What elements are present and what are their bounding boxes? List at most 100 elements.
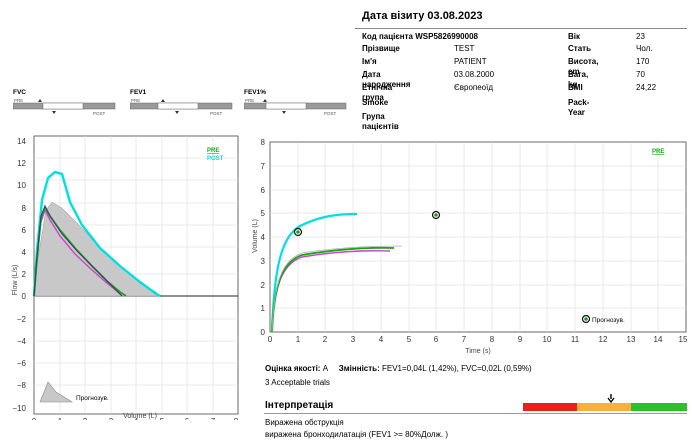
info-label-height: Висота, cm: [568, 57, 599, 76]
svg-text:7: 7: [261, 162, 266, 171]
info-value-height: 170: [636, 57, 650, 66]
svg-text:0: 0: [268, 335, 273, 344]
svg-text:12: 12: [17, 159, 26, 168]
vt-curve-grey: [271, 245, 403, 333]
svg-text:6: 6: [22, 226, 27, 235]
svg-text:3: 3: [109, 417, 114, 420]
interpretation-divider: [264, 413, 687, 414]
acceptable-trials: 3 Acceptable trials: [265, 378, 330, 387]
mini-bar-fvc-graphic: [13, 99, 116, 114]
flow-legend-post: POST: [207, 156, 224, 162]
info-value-ethnic: Європеоїд: [454, 83, 494, 92]
scale-segment-good: [631, 403, 687, 411]
svg-text:14: 14: [654, 335, 663, 344]
svg-text:2: 2: [261, 281, 266, 290]
mini-bar-fev1-percent-graphic: [244, 99, 347, 114]
svg-text:−6: −6: [17, 359, 27, 368]
vt-y-label: Volume (L): [252, 219, 259, 253]
info-label-name: Ім'я: [362, 57, 377, 66]
svg-text:1: 1: [58, 417, 63, 420]
svg-text:10: 10: [17, 181, 26, 190]
svg-text:5: 5: [261, 209, 266, 218]
flow-x-label: Volume (L): [123, 413, 157, 420]
svg-text:5: 5: [407, 335, 412, 344]
info-label-surname: Прізвище: [362, 44, 400, 53]
scale-segment-bad: [523, 403, 577, 411]
info-label-patient-group: Група пацієнтів: [362, 112, 399, 131]
mini-bar-fvc: FVC PRE POST: [13, 89, 117, 121]
interpretation-title: Інтерпретація: [265, 400, 334, 411]
vt-x-label: Time (s): [465, 348, 490, 355]
predicted-legend-thumbnail: [39, 381, 74, 403]
info-label-pack-year: Pack-Year: [568, 98, 590, 117]
svg-text:7: 7: [462, 335, 467, 344]
scale-pointer-icon: [607, 394, 615, 404]
svg-text:−8: −8: [17, 381, 27, 390]
svg-text:2: 2: [83, 417, 88, 420]
info-value-sex: Чол.: [636, 44, 653, 53]
info-value-bmi: 24,22: [636, 83, 657, 92]
quality-line: Оцінка якості: A Змінність: FEV1=0,04L (…: [265, 364, 532, 373]
svg-text:−2: −2: [17, 315, 27, 324]
info-label-bmi: BMI: [568, 83, 583, 92]
svg-text:15: 15: [679, 335, 688, 344]
vt-predicted-label: Прогнозув.: [592, 317, 625, 324]
flow-curve-dark: [33, 204, 123, 297]
svg-text:2: 2: [323, 335, 328, 344]
info-value-weight: 70: [636, 70, 645, 79]
flow-y-label: Flow (L/s): [12, 265, 19, 296]
quality-label: Оцінка якості:: [265, 364, 321, 373]
info-row-code: Код пацієнта WSP5826990008: [362, 32, 478, 41]
vt-curve-pre: [270, 212, 358, 333]
svg-text:2: 2: [22, 270, 27, 279]
svg-text:1: 1: [261, 304, 266, 313]
header-divider: [355, 28, 687, 29]
svg-text:3: 3: [261, 257, 266, 266]
svg-text:9: 9: [518, 335, 523, 344]
vt-x-ticks: 0 1 2 3 4 5 6 7 8 9 10 11 12 13 14 15: [268, 335, 688, 344]
scale-segment-mid: [577, 403, 631, 411]
variability-value: FEV1=0,04L (1,42%), FVC=0,02L (0,59%): [381, 364, 532, 373]
flow-curve-pre: [32, 170, 161, 298]
info-value-age: 23: [636, 32, 645, 41]
visit-date-title: Дата візиту 03.08.2023: [362, 10, 483, 22]
svg-text:14: 14: [17, 137, 26, 146]
info-value-name: PATIENT: [454, 57, 487, 66]
svg-text:0: 0: [22, 292, 27, 301]
svg-text:7: 7: [211, 417, 216, 420]
svg-text:6: 6: [185, 417, 190, 420]
svg-text:13: 13: [627, 335, 636, 344]
flow-legend-pre: PRE: [207, 148, 219, 154]
svg-text:−10: −10: [12, 404, 26, 413]
interpretation-scale: [523, 403, 687, 411]
svg-text:0: 0: [32, 417, 37, 420]
quality-grade: A: [322, 364, 328, 373]
svg-text:8: 8: [234, 417, 239, 420]
flow-y-ticks: 14 12 10 8 6 4 2 0 −2 −4 −6 −8 −10: [12, 137, 26, 413]
svg-text:11: 11: [571, 335, 580, 344]
svg-text:5: 5: [160, 417, 165, 420]
mini-bar-fev1-graphic: [130, 99, 233, 114]
flow-predicted-label: Прогнозув.: [76, 395, 109, 402]
variability-label: Змінність:: [338, 364, 380, 373]
svg-text:3: 3: [351, 335, 356, 344]
svg-text:1: 1: [296, 335, 301, 344]
svg-text:8: 8: [22, 204, 27, 213]
svg-text:4: 4: [22, 248, 27, 257]
flow-volume-chart: Прогнозув. PRE POST 14 12 10 8 6 4 2 0 −…: [12, 135, 239, 420]
svg-text:8: 8: [261, 138, 266, 147]
svg-text:4: 4: [261, 233, 266, 242]
mini-bar-fev1-percent: FEV1% PRE POST: [244, 89, 348, 121]
svg-text:12: 12: [599, 335, 608, 344]
svg-text:4: 4: [134, 417, 139, 420]
vt-y-ticks: 0 1 2 3 4 5 6 7 8: [261, 138, 266, 337]
svg-text:6: 6: [261, 186, 266, 195]
flow-x-ticks: 0 1 2 3 4 5 6 7 8: [32, 417, 239, 420]
info-value-surname: TEST: [454, 44, 475, 53]
mini-bar-fev1: FEV1 PRE POST: [130, 89, 234, 121]
info-label-sex: Стать: [568, 44, 591, 53]
svg-text:4: 4: [379, 335, 384, 344]
info-label-age: Вік: [568, 32, 581, 41]
info-label-ethnic: Етнічна група: [362, 83, 393, 102]
info-value-birthdate: 03.08.2000: [454, 70, 495, 79]
